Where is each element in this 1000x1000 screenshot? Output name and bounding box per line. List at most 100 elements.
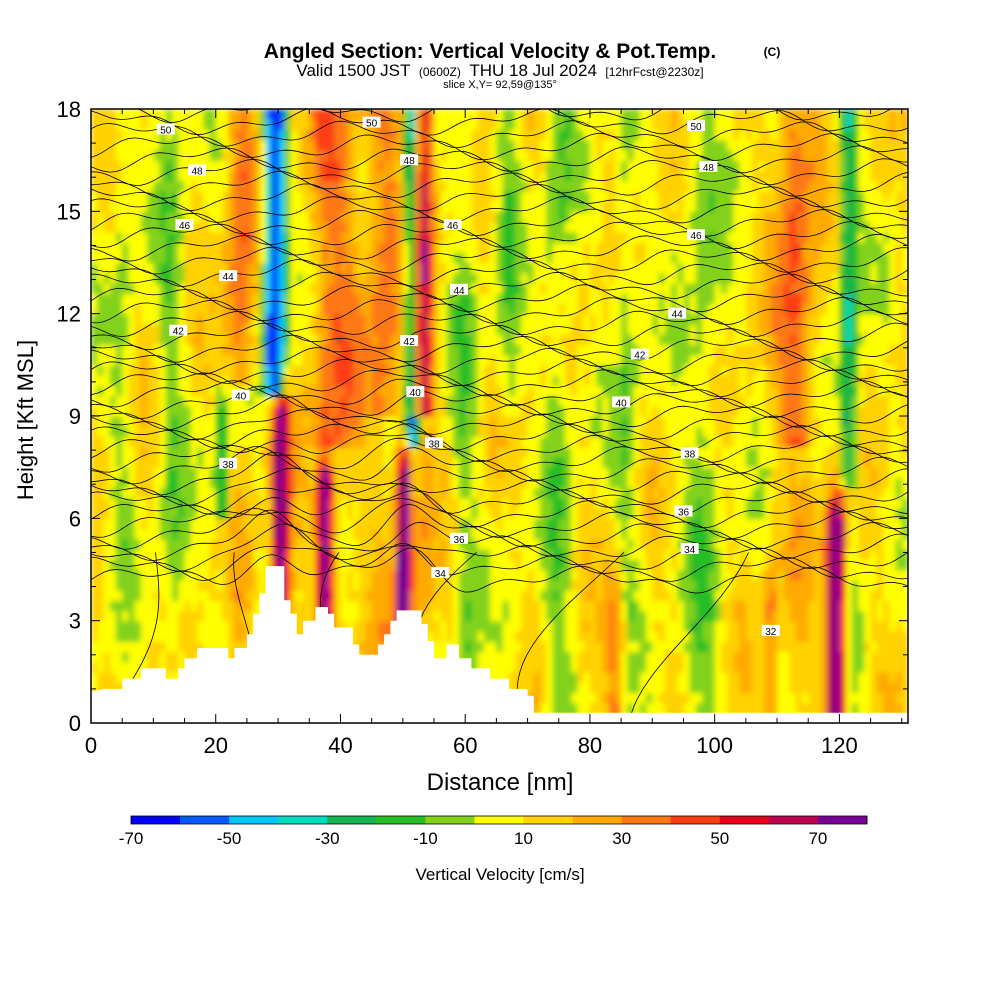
velocity-cell [253,579,261,591]
velocity-cell [222,344,229,356]
velocity-cell [190,170,198,182]
velocity-cell [228,446,236,458]
velocity-cell [527,436,535,448]
velocity-cell [184,610,192,622]
velocity-cell [228,518,236,530]
velocity-cell [465,549,473,560]
velocity-cell [465,610,473,622]
velocity-cell [215,283,223,294]
velocity-cell [153,538,161,550]
velocity-cell [315,334,323,346]
velocity-cell [203,190,211,202]
velocity-cell [278,129,286,141]
velocity-cell [296,283,304,294]
velocity-cell [552,692,560,704]
velocity-cell [540,139,547,151]
velocity-cell [527,620,535,632]
velocity-cell [508,549,516,560]
velocity-cell [197,416,204,427]
velocity-cell [502,160,510,172]
velocity-cell [328,211,335,223]
velocity-cell [583,313,591,325]
velocity-cell [215,620,223,632]
velocity-cell [377,364,385,376]
velocity-cell [434,487,441,499]
velocity-cell [521,682,529,694]
velocity-cell [271,231,279,243]
velocity-cell [165,129,173,141]
velocity-cell [434,354,441,366]
velocity-cell [583,272,591,284]
velocity-cell [91,436,98,448]
velocity-cell [434,385,441,397]
velocity-cell [209,119,217,131]
velocity-cell [377,426,385,438]
velocity-cell [178,242,186,253]
velocity-cell [91,456,98,468]
velocity-cell [128,323,136,335]
velocity-cell [390,375,398,387]
velocity-cell [583,426,591,438]
velocity-cell [346,620,354,632]
velocity-cell [521,538,529,550]
velocity-cell [396,600,404,612]
velocity-cell [115,395,123,407]
velocity-cell [546,252,554,264]
velocity-cell [97,549,105,560]
velocity-cell [209,630,217,642]
velocity-cell [521,364,529,376]
velocity-cell [377,395,385,407]
velocity-cell [128,211,136,223]
velocity-cell [271,313,279,325]
velocity-cell [359,590,367,601]
velocity-cell [577,487,585,499]
velocity-cell [278,252,286,264]
velocity-cell [427,549,435,560]
velocity-cell [346,293,354,305]
velocity-cell [165,630,173,642]
velocity-cell [546,426,554,438]
velocity-cell [352,497,360,509]
velocity-cell [533,630,541,642]
velocity-cell [209,160,217,172]
velocity-cell [190,630,198,642]
velocity-cell [377,620,385,632]
velocity-cell [328,579,335,591]
velocity-cell [421,610,429,622]
velocity-cell [589,354,597,366]
velocity-cell [540,364,547,376]
velocity-cell [103,149,111,161]
velocity-cell [396,528,404,540]
velocity-cell [552,497,560,509]
velocity-cell [465,129,473,141]
velocity-cell [97,497,105,509]
velocity-cell [140,456,148,468]
velocity-cell [259,375,267,387]
velocity-cell [602,497,610,509]
velocity-cell [290,385,298,397]
velocity-cell [352,190,360,202]
velocity-cell [209,283,217,294]
velocity-cell [490,487,498,499]
velocity-cell [159,405,167,417]
velocity-cell [91,682,98,694]
velocity-cell [203,364,211,376]
velocity-cell [440,323,448,335]
velocity-cell [577,651,585,663]
velocity-cell [577,190,585,202]
velocity-cell [115,160,123,172]
velocity-cell [421,559,429,571]
velocity-cell [459,231,466,243]
velocity-cell [97,395,105,407]
velocity-cell [459,211,466,223]
velocity-cell [602,211,610,223]
velocity-cell [477,354,485,366]
velocity-cell [546,549,554,560]
velocity-cell [409,436,417,448]
velocity-cell [246,508,254,520]
velocity-cell [527,211,535,223]
velocity-cell [115,211,123,223]
velocity-cell [384,303,392,315]
velocity-cell [390,313,398,325]
velocity-cell [184,538,192,550]
